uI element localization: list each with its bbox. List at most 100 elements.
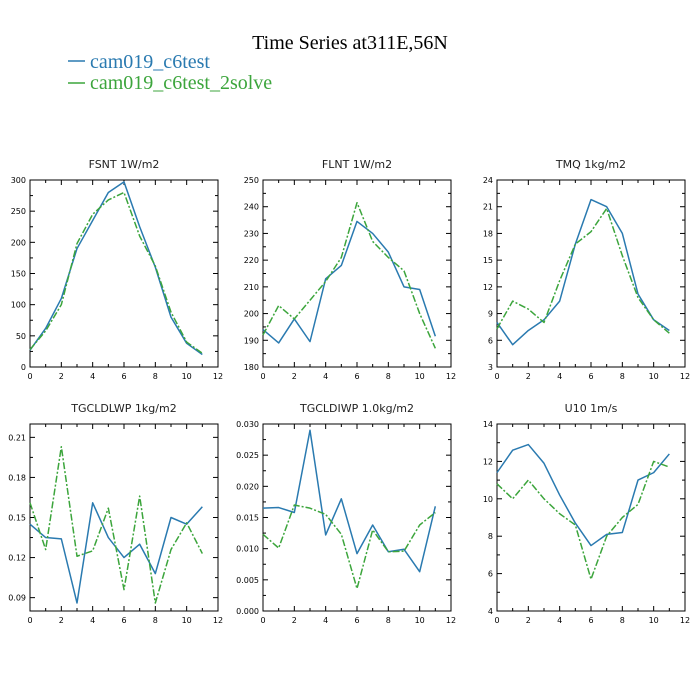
x-tick-label: 10 xyxy=(415,372,425,381)
series-line-1 xyxy=(496,198,670,346)
x-tick-label: 12 xyxy=(680,372,690,381)
y-tick-label: 14 xyxy=(483,420,493,429)
x-tick-label: 0 xyxy=(27,372,32,381)
y-tick-label: 250 xyxy=(244,176,259,185)
panel-4: TGCLDLWP 1kg/m2 0 2 4 6 8 10 12 0.09 0.12 0.15 0.18… xyxy=(8,402,223,625)
y-tick-label: 0 xyxy=(21,363,26,372)
y-tick-label: 0.15 xyxy=(8,514,26,523)
y-tick-label: 18 xyxy=(483,229,493,238)
x-tick-label: 10 xyxy=(649,372,659,381)
panel-title: TMQ 1kg/m2 xyxy=(555,158,626,171)
y-tick-label: 12 xyxy=(483,457,493,466)
x-tick-label: 6 xyxy=(121,372,126,381)
x-tick-label: 0 xyxy=(27,616,32,625)
x-tick-label: 12 xyxy=(446,372,456,381)
series-line-2 xyxy=(262,504,436,590)
x-tick-label: 2 xyxy=(292,372,297,381)
x-tick-label: 4 xyxy=(90,616,95,625)
x-tick-label: 4 xyxy=(90,372,95,381)
x-tick-label: 6 xyxy=(354,372,359,381)
x-tick-label: 4 xyxy=(557,372,562,381)
series-line-1 xyxy=(496,443,670,547)
x-tick-label: 0 xyxy=(260,616,265,625)
y-tick-label: 50 xyxy=(16,332,26,341)
y-tick-label: 300 xyxy=(11,176,26,185)
y-tick-label: 0.12 xyxy=(8,554,26,563)
x-tick-label: 8 xyxy=(153,372,158,381)
y-tick-label: 210 xyxy=(244,283,259,292)
y-tick-label: 12 xyxy=(483,283,493,292)
x-tick-label: 0 xyxy=(494,372,499,381)
legend-entry-1: cam019_c6test xyxy=(90,51,210,73)
x-tick-label: 4 xyxy=(323,616,328,625)
y-tick-label: 0.18 xyxy=(8,473,26,482)
x-tick-label: 12 xyxy=(680,616,690,625)
y-tick-label: 10 xyxy=(483,495,493,504)
panel-title: TGCLDIWP 1.0kg/m2 xyxy=(299,402,414,415)
y-tick-label: 0.09 xyxy=(8,594,26,603)
x-tick-label: 12 xyxy=(213,616,223,625)
y-tick-label: 250 xyxy=(11,207,26,216)
panel-6: U10 1m/s 0 2 4 6 8 10 12 4 6 8 10 12 14 xyxy=(483,402,690,625)
panel-2: FLNT 1W/m2 0 2 4 6 8 10 12 180 190 200 210 220 230 240… xyxy=(244,158,456,381)
series-line-2 xyxy=(29,191,203,354)
x-tick-label: 10 xyxy=(415,616,425,625)
x-tick-label: 8 xyxy=(153,616,158,625)
y-tick-label: 6 xyxy=(488,336,493,345)
y-tick-label: 0.020 xyxy=(236,482,259,491)
x-tick-label: 2 xyxy=(526,372,531,381)
series-line-1 xyxy=(29,181,203,356)
x-tick-label: 6 xyxy=(588,616,593,625)
y-tick-label: 240 xyxy=(244,203,259,212)
panel-title: U10 1m/s xyxy=(565,402,618,415)
panel-5: TGCLDIWP 1.0kg/m2 0 2 4 6 8 10 12 0.000 0.005 0.01… xyxy=(236,402,456,625)
x-tick-label: 12 xyxy=(213,372,223,381)
x-tick-label: 0 xyxy=(494,616,499,625)
x-tick-label: 8 xyxy=(386,616,391,625)
y-tick-label: 230 xyxy=(244,229,259,238)
legend-entry-2: cam019_c6test_2solve xyxy=(90,72,272,94)
panel-title: FLNT 1W/m2 xyxy=(322,158,392,171)
y-tick-label: 0.005 xyxy=(236,576,259,585)
x-tick-label: 6 xyxy=(121,616,126,625)
legend: cam019_c6test cam019_c6test_2solve xyxy=(68,51,272,94)
y-tick-label: 9 xyxy=(488,310,493,319)
x-tick-label: 4 xyxy=(323,372,328,381)
x-tick-label: 2 xyxy=(526,616,531,625)
y-tick-label: 0.000 xyxy=(236,607,259,616)
y-tick-label: 190 xyxy=(244,336,259,345)
x-tick-label: 8 xyxy=(386,372,391,381)
y-tick-label: 150 xyxy=(11,270,26,279)
x-tick-label: 4 xyxy=(557,616,562,625)
x-tick-label: 10 xyxy=(182,372,192,381)
x-tick-label: 12 xyxy=(446,616,456,625)
x-tick-label: 6 xyxy=(354,616,359,625)
y-tick-label: 220 xyxy=(244,256,259,265)
x-tick-label: 2 xyxy=(292,616,297,625)
x-tick-label: 2 xyxy=(59,372,64,381)
y-tick-label: 21 xyxy=(483,203,493,212)
y-tick-label: 200 xyxy=(244,310,259,319)
x-tick-label: 6 xyxy=(588,372,593,381)
series-line-1 xyxy=(262,429,437,573)
y-tick-label: 3 xyxy=(488,363,493,372)
series-line-1 xyxy=(262,220,437,344)
series-line-2 xyxy=(496,460,670,580)
y-tick-label: 200 xyxy=(11,238,26,247)
y-tick-label: 0.015 xyxy=(236,514,259,523)
panel-title: FSNT 1W/m2 xyxy=(89,158,160,171)
y-tick-label: 0.025 xyxy=(236,451,259,460)
y-tick-label: 100 xyxy=(11,301,26,310)
y-tick-label: 4 xyxy=(488,607,493,616)
y-tick-label: 24 xyxy=(483,176,493,185)
x-tick-label: 0 xyxy=(260,372,265,381)
panel-1: FSNT 1W/m2 0 2 4 6 8 10 12 0 50 100 150 200 250 300 xyxy=(11,158,223,381)
x-tick-label: 10 xyxy=(182,616,192,625)
y-tick-label: 0.010 xyxy=(236,545,259,554)
panel-title: TGCLDLWP 1kg/m2 xyxy=(70,402,176,415)
x-tick-label: 8 xyxy=(620,372,625,381)
x-tick-label: 8 xyxy=(620,616,625,625)
y-tick-label: 6 xyxy=(488,570,493,579)
